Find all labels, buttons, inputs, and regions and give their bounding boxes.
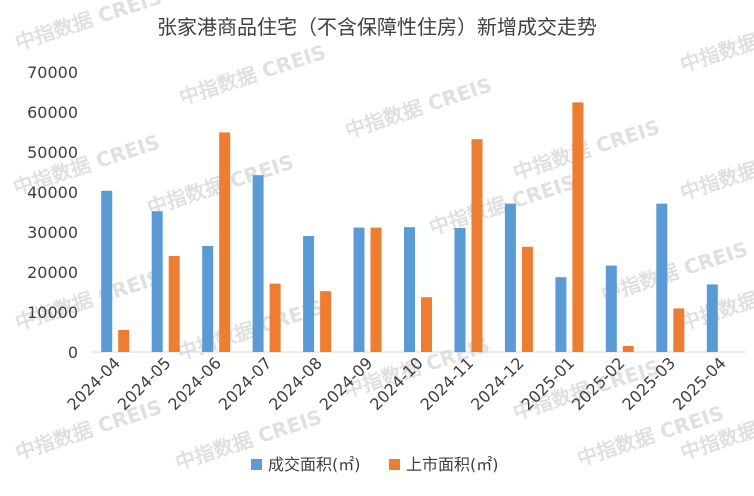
y-tick-label: 70000 xyxy=(27,63,78,82)
watermark-text: 中指数据 CREIS xyxy=(677,135,754,205)
bar-traded-area xyxy=(605,265,617,352)
bar-traded-area xyxy=(101,190,113,352)
legend-label-traded: 成交面积(㎡) xyxy=(268,455,361,474)
bar-listed-area xyxy=(572,102,584,353)
bar-traded-area xyxy=(504,203,516,352)
y-tick-label: 10000 xyxy=(27,303,78,322)
x-tick-label: 2024-06 xyxy=(164,353,225,414)
bar-listed-area xyxy=(673,308,685,352)
bar-traded-area xyxy=(252,175,264,352)
legend: 成交面积(㎡) 上市面积(㎡) xyxy=(251,455,499,474)
bar-traded-area xyxy=(202,246,214,352)
bar-traded-area xyxy=(555,277,567,352)
bar-traded-area xyxy=(353,227,365,352)
x-tick-label: 2024-07 xyxy=(215,353,276,414)
y-tick-label: 0 xyxy=(68,343,78,362)
bar-traded-area xyxy=(303,236,315,352)
bar-listed-area xyxy=(219,132,231,352)
watermark-text: 中指数据 CREIS xyxy=(12,0,165,55)
watermark-text: 中指数据 CREIS xyxy=(12,395,165,465)
watermark-text: 中指数据 CREIS xyxy=(426,170,579,240)
x-tick-label: 2024-04 xyxy=(63,353,124,414)
bar-traded-area xyxy=(454,228,466,352)
legend-label-listed: 上市面积(㎡) xyxy=(406,455,499,474)
legend-swatch-traded xyxy=(251,459,262,470)
bar-listed-area xyxy=(118,330,130,352)
bar-listed-area xyxy=(168,256,180,352)
bar-listed-area xyxy=(320,291,332,352)
y-tick-label: 50000 xyxy=(27,143,78,162)
watermark-text: 中指数据 CREIS xyxy=(510,115,663,185)
bar-traded-area xyxy=(656,203,668,352)
y-tick-label: 30000 xyxy=(27,223,78,242)
bar-listed-area xyxy=(521,246,533,352)
bars xyxy=(101,102,718,353)
bar-listed-area xyxy=(471,139,483,352)
bar-traded-area xyxy=(151,211,163,352)
bar-listed-area xyxy=(421,297,432,352)
watermark-text: 中指数据 CREIS xyxy=(342,73,495,143)
y-tick-label: 20000 xyxy=(27,263,78,282)
y-tick-label: 40000 xyxy=(27,183,78,202)
bar-listed-area xyxy=(269,283,281,352)
legend-swatch-listed xyxy=(389,459,400,470)
y-tick-label: 60000 xyxy=(27,103,78,122)
bar-traded-area xyxy=(706,284,718,352)
watermark-text: 中指数据 CREIS xyxy=(176,40,329,110)
y-axis-tick-labels: 0 10000 20000 30000 40000 50000 60000 70000 xyxy=(27,63,78,362)
bar-listed-area xyxy=(622,346,634,352)
watermark-text: 中指数据 CREIS xyxy=(677,7,754,77)
chart-title: 张家港商品住宅（不含保障性住房）新增成交走势 xyxy=(157,15,597,39)
bar-listed-area xyxy=(370,227,382,352)
bar-traded-area xyxy=(404,227,415,352)
